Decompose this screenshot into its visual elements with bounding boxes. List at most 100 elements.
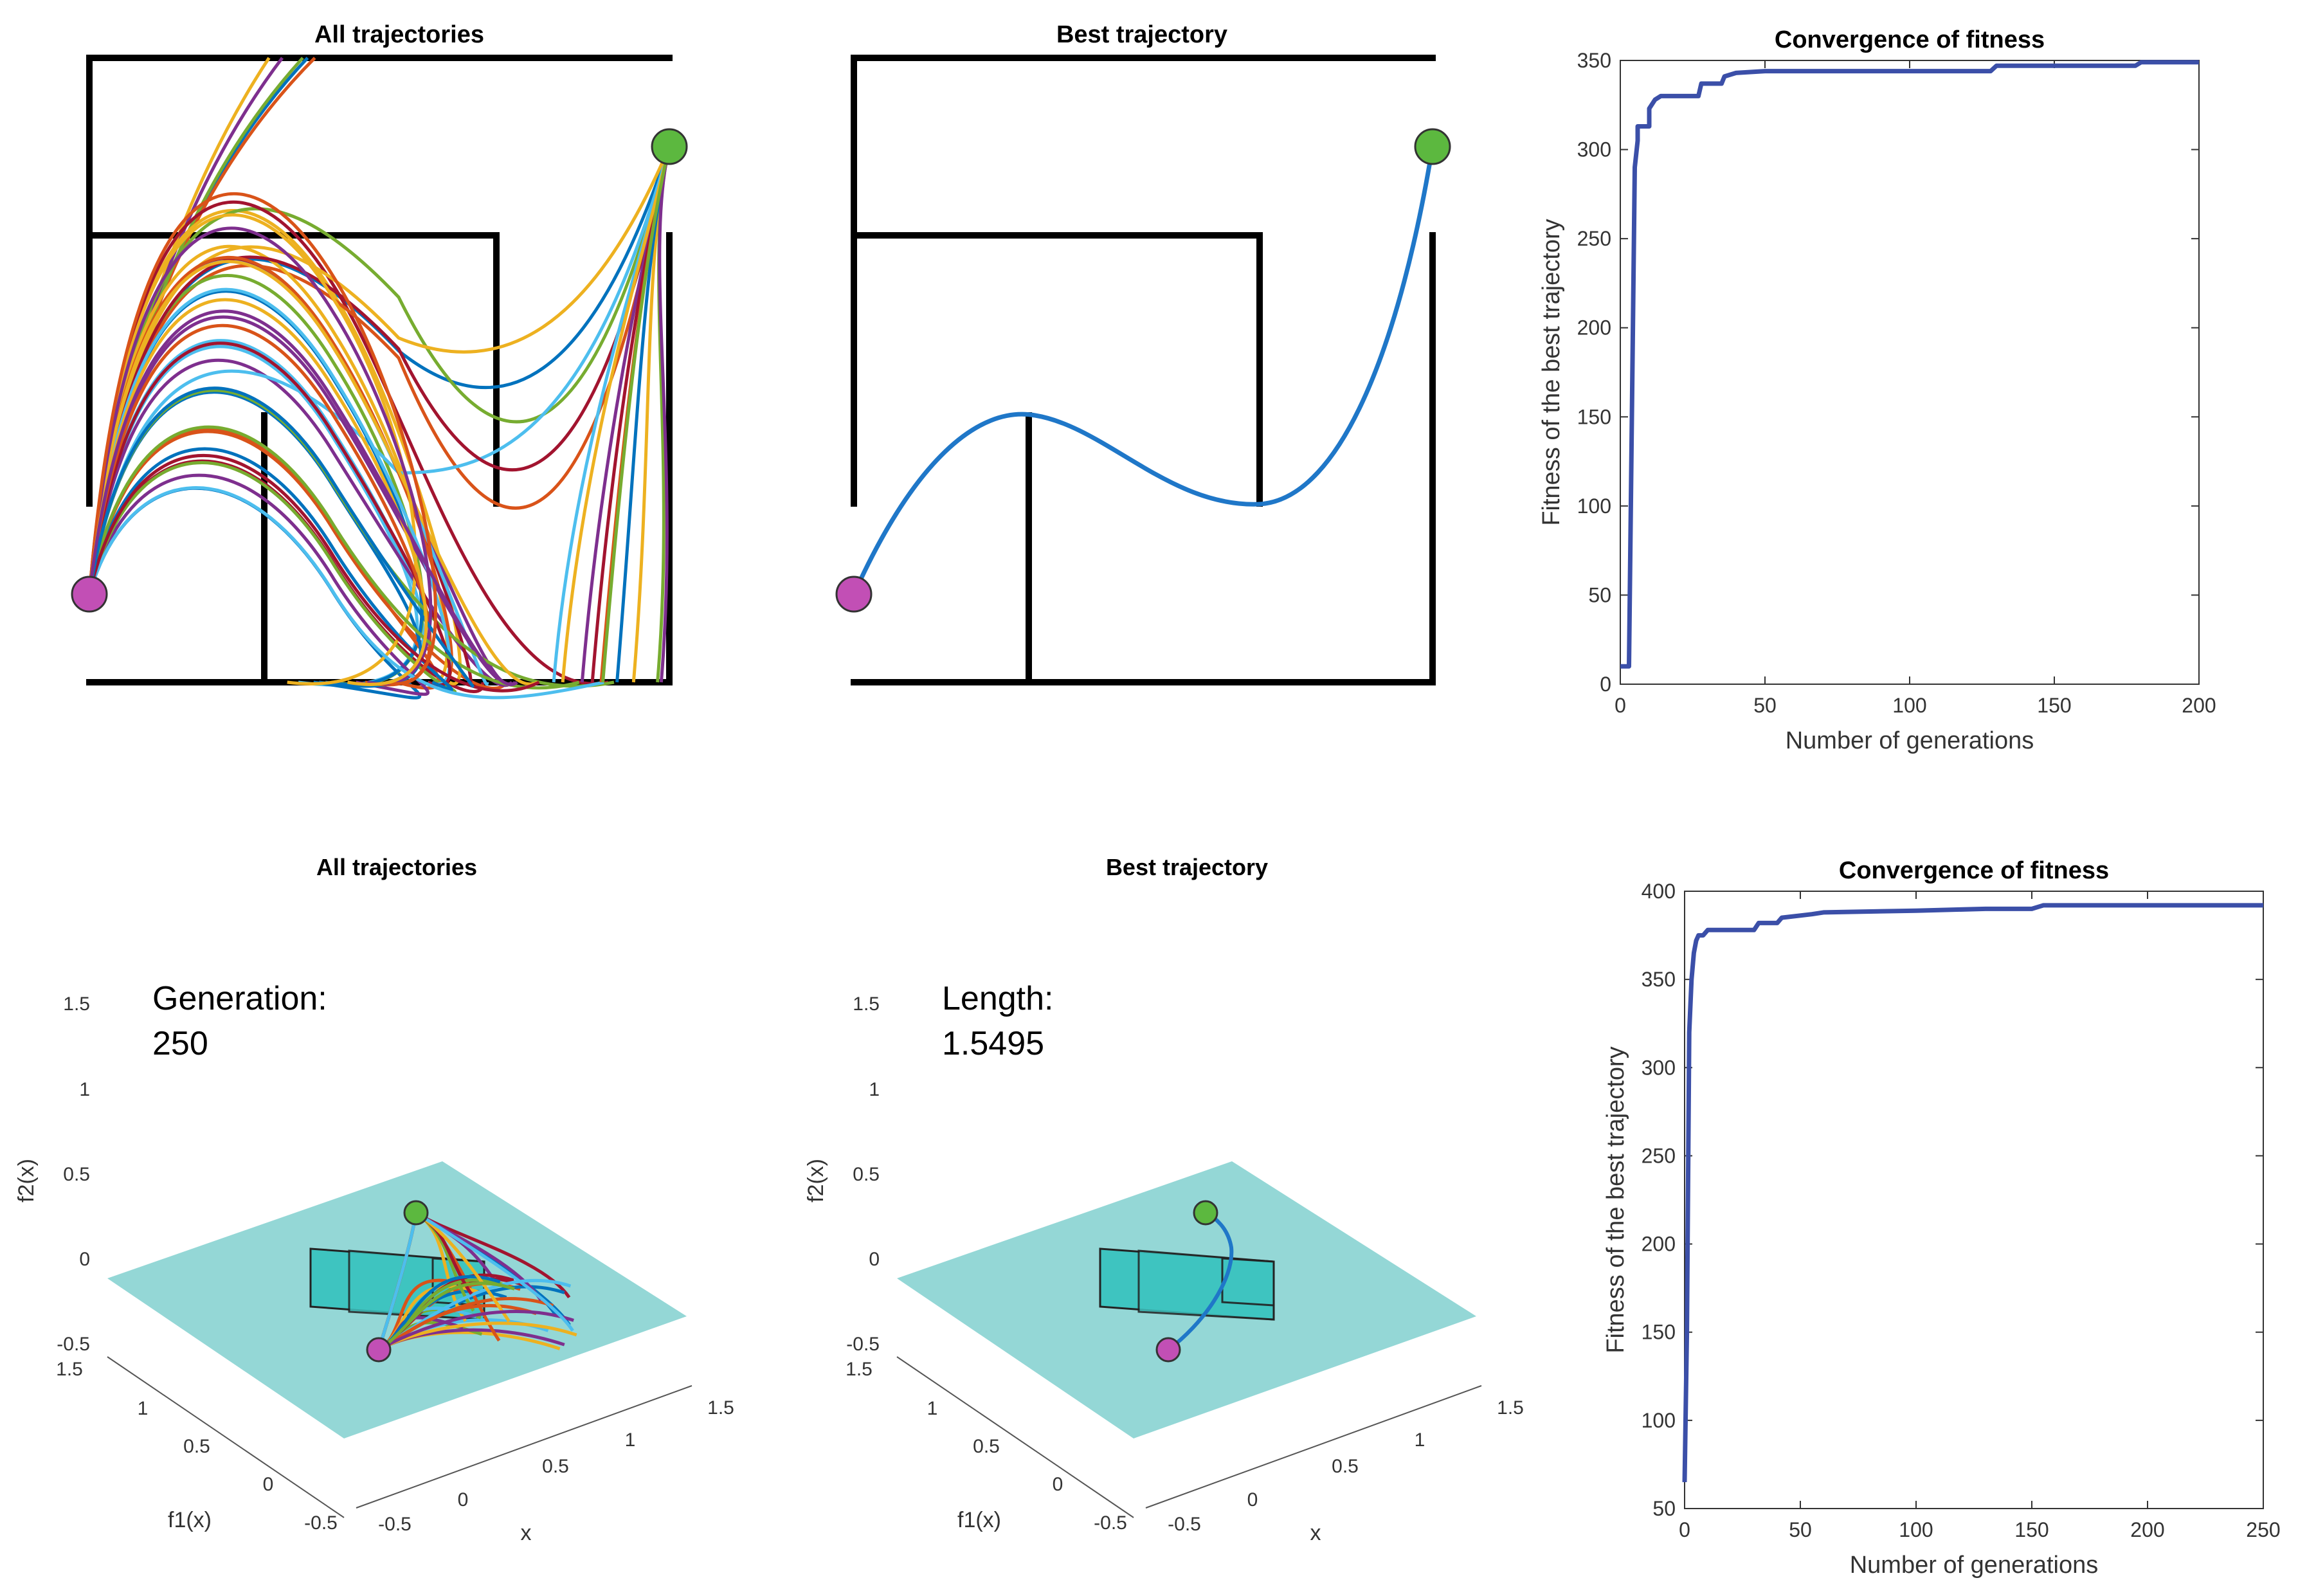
z-tick: -0.5 [846, 1334, 880, 1355]
z-tick: 1.5 [63, 993, 90, 1015]
start-marker [366, 1337, 392, 1363]
y-tick-label: 250 [1577, 227, 1611, 250]
y-tick-label: 300 [1642, 1056, 1676, 1079]
y-tick: 0.5 [973, 1436, 1000, 1457]
panel-title: Best trajectory [1106, 854, 1268, 880]
goal-marker [1414, 128, 1451, 165]
x-tick-label: 100 [1892, 694, 1926, 717]
y-axis: 1.5 1 0.5 0 -0.5 f1(x) [846, 1356, 1134, 1534]
fitness-series-line [1682, 903, 2263, 1482]
x-tick-label: 0 [1615, 694, 1626, 717]
y-tick: -0.5 [304, 1512, 338, 1534]
y-tick-label: 300 [1577, 138, 1611, 161]
y-tick-label: 150 [1577, 405, 1611, 428]
x-axis: -0.5 0 0.5 1 1.5 x [1145, 1385, 1524, 1545]
x-tick-label: 150 [2014, 1518, 2049, 1541]
y-tick-label: 350 [1577, 49, 1611, 72]
x-tick: 1.5 [707, 1397, 734, 1419]
generation-value: 250 [152, 1025, 208, 1062]
trajectory-line-3d [377, 1310, 574, 1352]
y-axis-label: Fitness of the best trajectory [1538, 219, 1565, 525]
panel-title: Best trajectory [1056, 21, 1227, 48]
best-trajectory-path [851, 146, 1435, 595]
y-tick: 1.5 [846, 1359, 873, 1380]
trajectory-line-3d [377, 1282, 515, 1352]
y-tick-label: 400 [1642, 880, 1676, 903]
plot-area [1620, 60, 2200, 685]
obstacles [1099, 1247, 1275, 1321]
x-tick-label: 200 [2182, 694, 2216, 717]
trajectory-line [87, 309, 518, 686]
y-axis-label: f1(x) [168, 1508, 212, 1532]
trajectory-line [87, 298, 428, 686]
y-tick: 1 [138, 1398, 149, 1419]
z-tick: 0 [79, 1249, 90, 1270]
y-tick-label: 350 [1642, 968, 1676, 991]
x-axis-label: x [521, 1521, 532, 1545]
x-tick-label: 250 [2246, 1518, 2280, 1541]
trajectory-line [87, 226, 433, 685]
trajectory-line [561, 146, 671, 683]
y-tick-label: 50 [1652, 1497, 1676, 1520]
y-tick: 1 [927, 1398, 938, 1419]
y-axis-label: Fitness of the best trajectory [1602, 1046, 1629, 1353]
panel-title: All trajectories [314, 21, 484, 48]
x-tick-label: 50 [1753, 694, 1777, 717]
goal-marker [1193, 1200, 1218, 1226]
panel-title: All trajectories [316, 854, 477, 880]
maze-walls [851, 55, 1436, 685]
y-tick-label: 150 [1642, 1321, 1676, 1344]
x-tick: 0.5 [542, 1456, 569, 1477]
goal-marker [651, 128, 688, 165]
trajectory-line [87, 146, 671, 595]
y-tick-label: 100 [1577, 494, 1611, 518]
y-axis: 1.5 1 0.5 0 -0.5 f1(x) [56, 1356, 345, 1534]
trajectory-line [87, 454, 540, 693]
x-tick-label: 150 [2037, 694, 2071, 717]
z-tick: 0.5 [853, 1164, 880, 1185]
trajectory-line [87, 323, 432, 687]
x-tick: 1 [1415, 1429, 1425, 1451]
z-tick: 1 [79, 1079, 90, 1100]
trajectory-line [87, 425, 580, 690]
x-tick-label: 50 [1789, 1518, 1812, 1541]
x-axis-label: x [1310, 1521, 1321, 1545]
y-tick: 0 [1053, 1474, 1063, 1495]
x-tick-label: 100 [1899, 1518, 1933, 1541]
y-tick-label: 100 [1642, 1409, 1676, 1432]
x-axis: -0.5 0 0.5 1 1.5 x [356, 1385, 734, 1545]
trajectory-line [658, 146, 671, 683]
z-tick: -0.5 [57, 1334, 90, 1355]
x-axis-label: Number of generations [1850, 1552, 2099, 1579]
length-value: 1.5495 [942, 1025, 1044, 1062]
panel-top-all-trajectories: All trajectories [71, 21, 688, 700]
y-tick-label: 50 [1588, 583, 1611, 606]
y-tick-label: 200 [1642, 1233, 1676, 1256]
z-tick: 1 [869, 1079, 880, 1100]
y-tick-label: 0 [1600, 673, 1611, 696]
z-tick: 0 [869, 1249, 880, 1270]
trajectory-line [601, 146, 671, 683]
x-tick: 0 [458, 1489, 469, 1510]
y-tick: 0 [263, 1474, 274, 1495]
y-tick: -0.5 [1094, 1512, 1127, 1534]
x-tick: 1.5 [1497, 1397, 1524, 1419]
z-tick: 0.5 [63, 1164, 90, 1185]
trajectory-line [87, 447, 453, 692]
start-marker [71, 576, 108, 613]
x-tick: 1 [625, 1429, 636, 1451]
start-marker [835, 576, 873, 613]
y-tick: 1.5 [56, 1359, 83, 1380]
z-axis: 1.5 1 0.5 0 -0.5 f2(x) [804, 993, 880, 1355]
x-tick: 0 [1247, 1489, 1258, 1510]
trajectory-line [87, 146, 671, 595]
trajectory-bundle [87, 57, 671, 700]
trajectory-line [87, 386, 475, 688]
trajectory-line [87, 146, 671, 595]
trajectory-line [87, 208, 462, 685]
chart-title: Convergence of fitness [1775, 26, 2045, 53]
trajectory-line [87, 146, 671, 595]
chart-title: Convergence of fitness [1839, 857, 2109, 884]
x-tick: 0.5 [1332, 1456, 1359, 1477]
